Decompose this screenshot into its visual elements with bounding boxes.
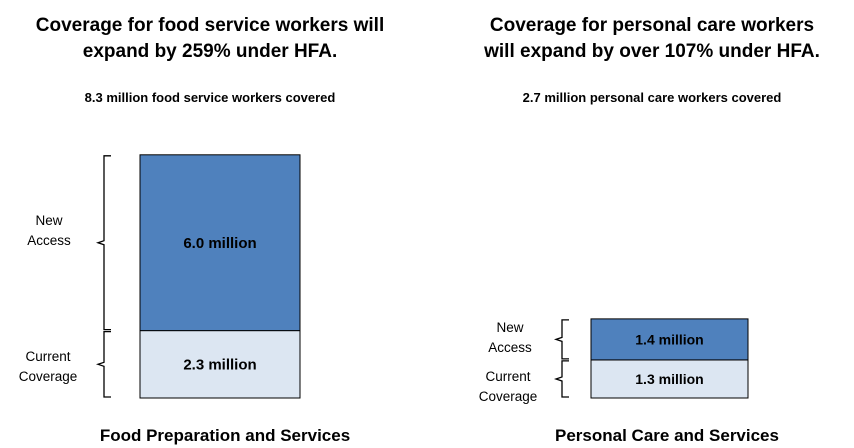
chart-title-food: Coverage for food service workers will e… [35,15,385,62]
bar-current-coverage-personal-care [590,359,749,399]
chart-title-personal-care: Coverage for personal care workers will … [484,15,820,62]
data-label-current-coverage-food: 2.3 million [183,357,256,374]
bar-new-access-personal-care [590,318,749,361]
bar-current-coverage-food [139,330,301,399]
brace-label-current-coverage-personal-care: Current Coverage [478,369,538,404]
brace-label-current-coverage-food: Current Coverage [18,349,78,384]
data-label-new-access-personal-care: 1.4 million [635,331,703,347]
brace-new-access-food [95,155,111,331]
brace-new-access-personal-care [553,319,569,360]
brace-current-coverage-personal-care [553,360,569,398]
chart-subtitle-food: 8.3 million food service workers covered [84,90,336,105]
chart-subtitle-personal-care: 2.7 million personal care workers covere… [522,90,782,105]
brace-label-new-access-personal-care: New Access [488,320,532,355]
brace-label-new-access-food: New Access [27,213,71,248]
category-label-personal-care: Personal Care and Services [555,426,779,445]
category-label-food: Food Preparation and Services [99,426,351,445]
data-label-new-access-food: 6.0 million [183,235,256,252]
data-label-current-coverage-personal-care: 1.3 million [635,371,703,387]
brace-current-coverage-food [95,330,111,398]
bar-new-access-food [139,154,301,332]
